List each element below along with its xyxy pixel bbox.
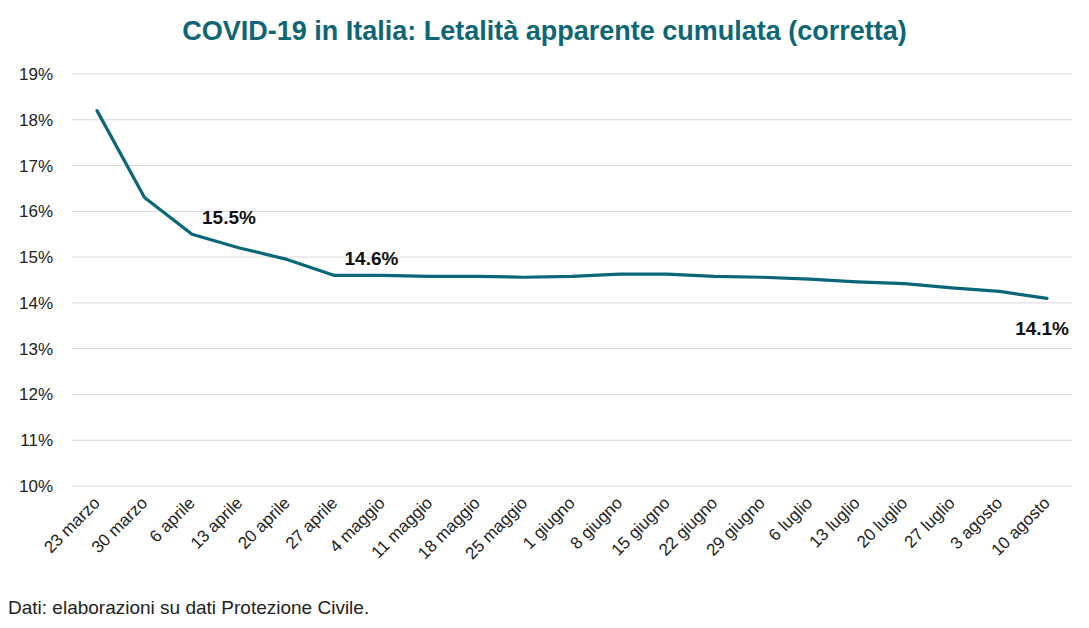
grid-line [72, 74, 1072, 75]
y-tick-label: 13% [19, 340, 53, 359]
data-label: 14.1% [1015, 318, 1069, 339]
data-label: 14.6% [345, 248, 399, 269]
series [97, 111, 1047, 299]
grid-line [72, 165, 1072, 166]
y-tick-label: 12% [19, 385, 53, 404]
grid-line [72, 257, 1072, 258]
y-tick-label: 15% [19, 248, 53, 267]
grid-line [72, 119, 1072, 120]
chart: COVID-19 in Italia: Letalità apparente c… [0, 0, 1089, 628]
y-tick-label: 17% [19, 157, 53, 176]
grid-line [72, 440, 1072, 441]
y-tick-label: 16% [19, 202, 53, 221]
x-tick-label: 25 maggio [462, 493, 532, 563]
title: COVID-19 in Italia: Letalità apparente c… [182, 16, 907, 46]
x-tick-label: 20 luglio [853, 493, 911, 551]
data-label: 15.5% [202, 207, 256, 228]
x-tick-label: 30 marzo [88, 493, 152, 557]
source: Dati: elaborazioni su dati Protezione Ci… [8, 597, 369, 618]
x-tick-label: 13 luglio [806, 493, 864, 551]
x-tick-label: 29 giugno [703, 493, 769, 559]
y-tick-label: 18% [19, 111, 53, 130]
y-tick-label: 14% [19, 294, 53, 313]
grid [72, 74, 1072, 486]
grid-line [72, 302, 1072, 303]
grid-line [72, 394, 1072, 395]
grid-line [72, 486, 1072, 487]
y-tick-label: 10% [19, 477, 53, 496]
grid-line [72, 348, 1072, 349]
x-tick-label: 10 agosto [988, 493, 1054, 559]
y-tick-label: 19% [19, 65, 53, 84]
y-tick-label: 11% [20, 431, 53, 450]
line [97, 111, 1047, 299]
